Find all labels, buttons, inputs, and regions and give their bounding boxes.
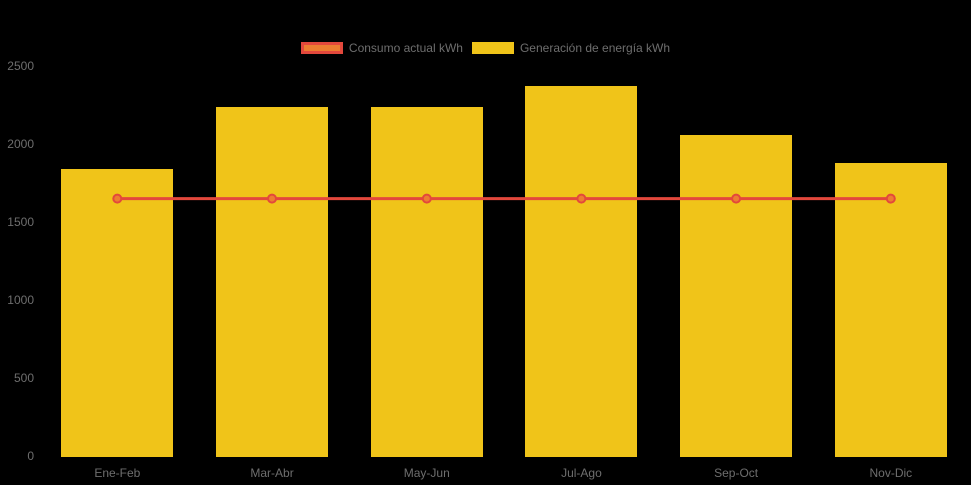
legend-marker-generacion — [471, 42, 514, 54]
x-axis-label-ene-feb: Ene-Feb — [94, 466, 141, 480]
x-axis-label-sep-oct: Sep-Oct — [714, 466, 759, 480]
legend-item-generacion[interactable]: Generación de energía kWh — [471, 41, 671, 55]
x-axis-label-mar-abr: Mar-Abr — [250, 466, 294, 480]
y-axis-tick-500: 500 — [13, 371, 34, 385]
bar-mar-abr[interactable] — [216, 106, 329, 457]
bar-sep-oct[interactable] — [680, 134, 793, 457]
y-axis-tick-0: 0 — [27, 449, 34, 463]
legend-item-consumo[interactable]: Consumo actual kWh — [300, 41, 463, 55]
y-axis-tick-1500: 1500 — [7, 215, 34, 229]
line-point-may-jun[interactable] — [421, 193, 432, 204]
legend-marker-consumo — [300, 42, 343, 54]
y-axis-tick-2500: 2500 — [7, 59, 34, 73]
line-point-sep-oct[interactable] — [731, 193, 742, 204]
legend-label-consumo: Consumo actual kWh — [348, 41, 463, 55]
line-point-nov-dic[interactable] — [885, 193, 896, 204]
y-axis-tick-2000: 2000 — [7, 137, 34, 151]
legend-label-generacion: Generación de energía kWh — [519, 41, 671, 55]
chart-legend: Consumo actual kWh Generación de energía… — [0, 41, 971, 55]
line-point-mar-abr[interactable] — [267, 193, 277, 204]
x-axis-label-may-jun: May-Jun — [403, 466, 450, 480]
bar-may-jun[interactable] — [370, 106, 483, 457]
bar-ene-feb[interactable] — [61, 169, 174, 457]
y-axis-tick-1000: 1000 — [7, 293, 34, 307]
x-axis-label-nov-dic: Nov-Dic — [869, 466, 913, 480]
bar-jul-ago[interactable] — [525, 86, 638, 457]
line-point-ene-feb[interactable] — [112, 193, 123, 204]
bar-nov-dic[interactable] — [834, 162, 947, 457]
line-point-jul-ago[interactable] — [576, 193, 587, 204]
x-axis-label-jul-ago: Jul-Ago — [561, 466, 602, 480]
